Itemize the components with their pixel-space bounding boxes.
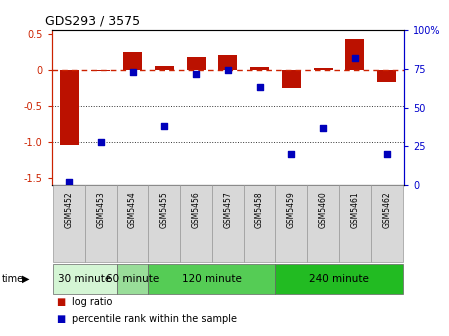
Point — [161, 123, 168, 129]
Text: 60 minute: 60 minute — [106, 274, 159, 284]
Text: 30 minute: 30 minute — [58, 274, 112, 284]
Bar — [313, 68, 333, 70]
Point — [66, 179, 73, 184]
Text: 120 minute: 120 minute — [182, 274, 242, 284]
Text: 240 minute: 240 minute — [309, 274, 369, 284]
Bar — [250, 67, 269, 70]
Bar — [85, 185, 117, 262]
Text: ■: ■ — [56, 314, 66, 324]
Bar — [155, 66, 174, 70]
Text: GSM5462: GSM5462 — [382, 191, 391, 227]
Text: GSM5457: GSM5457 — [223, 191, 233, 228]
Text: GSM5459: GSM5459 — [287, 191, 296, 228]
Text: GSM5455: GSM5455 — [160, 191, 169, 228]
Bar — [218, 55, 238, 70]
Bar — [276, 264, 402, 294]
Bar — [60, 70, 79, 145]
Bar — [117, 185, 149, 262]
Text: GSM5458: GSM5458 — [255, 191, 264, 227]
Point — [256, 85, 263, 90]
Text: time: time — [2, 274, 24, 284]
Bar — [212, 185, 244, 262]
Point — [224, 68, 232, 73]
Point — [193, 71, 200, 76]
Bar — [149, 185, 180, 262]
Text: GSM5452: GSM5452 — [65, 191, 74, 227]
Bar — [53, 185, 85, 262]
Text: ▶: ▶ — [22, 274, 29, 284]
Point — [351, 55, 358, 61]
Bar — [91, 70, 110, 71]
Bar — [244, 185, 276, 262]
Bar — [123, 52, 142, 70]
Bar — [187, 57, 206, 70]
Text: GSM5456: GSM5456 — [192, 191, 201, 228]
Text: percentile rank within the sample: percentile rank within the sample — [72, 314, 237, 324]
Point — [129, 69, 136, 75]
Text: GSM5454: GSM5454 — [128, 191, 137, 228]
Bar — [282, 70, 301, 88]
Text: GDS293 / 3575: GDS293 / 3575 — [44, 15, 140, 28]
Bar — [180, 185, 212, 262]
Bar — [53, 264, 117, 294]
Text: ■: ■ — [56, 297, 66, 307]
Text: GSM5461: GSM5461 — [350, 191, 359, 227]
Bar — [345, 39, 365, 70]
Bar — [149, 264, 276, 294]
Point — [288, 151, 295, 157]
Bar — [371, 185, 402, 262]
Text: log ratio: log ratio — [72, 297, 112, 307]
Text: GSM5460: GSM5460 — [319, 191, 328, 228]
Bar — [377, 70, 396, 82]
Bar — [307, 185, 339, 262]
Bar — [276, 185, 307, 262]
Text: GSM5453: GSM5453 — [97, 191, 106, 228]
Bar — [117, 264, 149, 294]
Point — [383, 151, 390, 157]
Point — [320, 125, 327, 130]
Point — [97, 139, 105, 144]
Bar — [339, 185, 371, 262]
